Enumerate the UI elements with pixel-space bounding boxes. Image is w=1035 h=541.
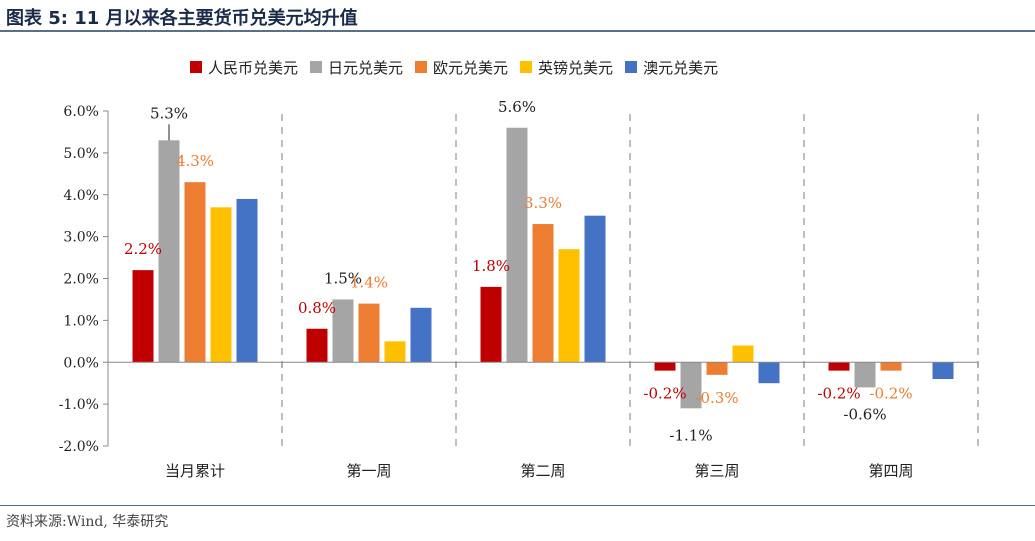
bar-2-4 [584, 215, 606, 363]
legend-label: 日元兑美元 [328, 58, 404, 77]
data-label: -0.2% [817, 385, 860, 403]
title-rule [0, 30, 1035, 32]
legend-swatch [310, 61, 323, 73]
bar-4-4 [932, 362, 954, 379]
bar-0-2 [184, 182, 206, 363]
bar-0-0 [132, 270, 154, 363]
legend-item-1: 日元兑美元 [310, 57, 403, 78]
bar-3-2 [706, 362, 728, 375]
x-tick-label: 第二周 [520, 462, 565, 480]
bar-1-2 [358, 303, 380, 363]
legend-item-0: 人民币兑美元 [190, 57, 298, 78]
data-label: -0.3% [695, 389, 738, 407]
data-label: 1.4% [350, 274, 388, 292]
chart-legend: 人民币兑美元 日元兑美元 欧元兑美元 英镑兑美元 澳元兑美元 [190, 56, 730, 78]
legend-label: 英镑兑美元 [538, 58, 614, 77]
bar-4-2 [880, 362, 902, 371]
bar-0-4 [236, 198, 258, 363]
legend-label: 人民币兑美元 [208, 58, 299, 77]
bar-0-3 [210, 207, 232, 363]
legend-item-2: 欧元兑美元 [415, 57, 508, 78]
legend-swatch [190, 61, 202, 73]
bar-3-4 [758, 362, 780, 384]
bar-3-1 [680, 362, 702, 409]
bar-2-0 [480, 286, 502, 363]
data-label: -1.1% [669, 426, 712, 444]
data-label: -0.6% [843, 405, 886, 423]
legend-swatch [415, 61, 428, 73]
data-label: 3.3% [524, 194, 562, 212]
y-tick-label: 5.0% [63, 146, 99, 162]
bar-1-3 [384, 341, 406, 363]
bar-3-3 [732, 345, 754, 363]
data-label: 2.2% [124, 240, 162, 258]
bar-2-2 [532, 224, 554, 363]
x-tick-label: 第一周 [346, 462, 391, 480]
y-tick-label: 2.0% [63, 272, 99, 288]
legend-item-3: 英镑兑美元 [520, 57, 613, 78]
bar-0-1 [158, 140, 180, 363]
footer-rule [0, 505, 1035, 506]
figure-title: 图表 5: 11 月以来各主要货币兑美元均升值 [6, 8, 358, 29]
y-tick-label: 0.0% [63, 355, 99, 371]
bar-1-4 [410, 307, 432, 363]
legend-swatch [520, 61, 533, 73]
y-tick-label: -1.0% [59, 397, 99, 413]
bar-3-0 [654, 362, 676, 371]
y-tick-label: 1.0% [63, 313, 99, 329]
legend-label: 澳元兑美元 [643, 58, 719, 77]
x-tick-label: 第三周 [694, 462, 739, 480]
bar-2-1 [506, 127, 528, 363]
data-label: -0.2% [643, 385, 686, 403]
data-label: 1.5% [324, 269, 362, 287]
y-tick-label: 4.0% [63, 188, 99, 204]
data-label: 1.8% [472, 257, 510, 275]
bar-4-1 [854, 362, 876, 388]
data-label: 5.3% [150, 104, 188, 122]
x-tick-label: 当月累计 [165, 462, 225, 480]
bar-1-1 [332, 299, 354, 363]
bar-4-0 [828, 362, 850, 371]
legend-label: 欧元兑美元 [433, 58, 509, 77]
source-note: 资料来源:Wind, 华泰研究 [6, 514, 169, 530]
x-tick-label: 第四周 [868, 462, 913, 480]
legend-swatch [625, 61, 638, 73]
bar-2-3 [558, 249, 580, 363]
bar-chart: 6.0% 5.0% 4.0% 3.0% 2.0% 1.0% 0.0% -1.0% -2.0% 当月… [59, 98, 979, 480]
legend-item-4: 澳元兑美元 [625, 57, 718, 78]
title-bar: 图表 5: 11 月以来各主要货币兑美元均升值 [0, 0, 1035, 30]
data-label: 4.3% [176, 152, 214, 170]
y-tick-label: 3.0% [63, 230, 99, 246]
y-tick-label: -2.0% [59, 439, 99, 455]
data-label: 5.6% [498, 98, 536, 116]
data-label: -0.2% [869, 385, 912, 403]
data-label: 0.8% [298, 299, 336, 317]
bar-1-0 [306, 328, 328, 363]
y-tick-label: 6.0% [63, 104, 99, 120]
